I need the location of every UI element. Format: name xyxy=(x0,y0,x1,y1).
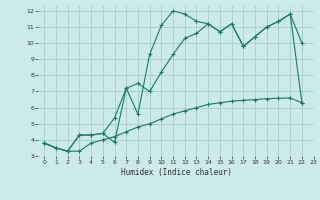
X-axis label: Humidex (Indice chaleur): Humidex (Indice chaleur) xyxy=(121,168,231,177)
